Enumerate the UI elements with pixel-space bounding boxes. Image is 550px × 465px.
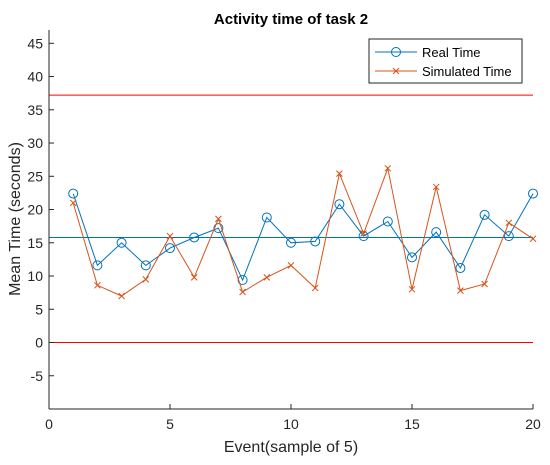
series-line: [72, 193, 534, 282]
chart-title: Activity time of task 2: [214, 11, 368, 28]
data-point: [213, 223, 224, 234]
data-point: [215, 215, 222, 223]
y-axis-label: Mean Time (seconds): [7, 142, 24, 296]
data-point: [142, 275, 150, 283]
legend-marker: [392, 67, 400, 75]
series-1: [68, 188, 538, 286]
y-tick-label: 40: [27, 69, 43, 85]
data-point: [528, 188, 538, 199]
y-tick-label: 5: [35, 301, 43, 317]
data-point: [336, 170, 343, 177]
legend-label: Real Time: [422, 45, 481, 60]
data-point: [69, 199, 77, 207]
data-point: [239, 288, 246, 296]
legend: Real Time Simulated Time: [368, 38, 523, 84]
series-layer: [68, 164, 538, 300]
data-point: [287, 262, 295, 269]
data-point: [481, 280, 488, 288]
y-tick-label: 35: [27, 102, 43, 118]
data-point: [505, 219, 513, 227]
x-tick-label: 15: [404, 416, 420, 432]
data-point: [92, 260, 103, 271]
y-tick-label: 15: [27, 235, 43, 251]
data-point: [529, 235, 537, 243]
data-point: [455, 263, 466, 274]
data-point: [382, 216, 393, 227]
data-point: [165, 243, 175, 254]
series-2: [69, 164, 537, 300]
data-point: [408, 285, 416, 293]
data-point: [431, 227, 442, 238]
data-point: [190, 273, 198, 281]
data-point: [311, 284, 319, 292]
data-point: [310, 236, 321, 247]
y-tick-label: -5: [31, 368, 44, 384]
data-point: [263, 273, 271, 281]
y-tick-label: 10: [27, 268, 43, 284]
data-point: [407, 252, 417, 263]
data-point: [116, 237, 127, 248]
reference-lines: [49, 94, 533, 344]
data-point: [432, 183, 440, 191]
data-point: [68, 188, 79, 199]
y-tick-label: 25: [27, 168, 43, 184]
data-point: [94, 281, 101, 289]
data-point: [140, 260, 151, 271]
data-point: [360, 230, 367, 237]
x-tick-label: 10: [283, 416, 299, 432]
x-tick-label: 0: [45, 416, 53, 432]
data-point: [286, 237, 296, 248]
y-tick-label: 45: [27, 35, 43, 51]
data-point: [503, 231, 514, 242]
data-point: [457, 287, 464, 294]
legend-box: [368, 38, 523, 84]
series-line: [72, 166, 534, 297]
data-point: [118, 292, 125, 300]
legend-marker: [391, 47, 401, 57]
data-point: [479, 209, 490, 220]
data-point: [384, 164, 392, 172]
data-point: [261, 212, 272, 223]
x-tick-label: 20: [525, 416, 541, 432]
y-tick-label: 0: [35, 335, 43, 351]
y-tick-label: 20: [27, 202, 43, 218]
axes: 0 5 10 15 20 -5 0 5 10 15 20 25 30 35 40 45: [27, 30, 541, 432]
data-point: [358, 231, 369, 242]
data-point: [334, 199, 345, 210]
x-tick-label: 5: [166, 416, 174, 432]
data-point: [189, 232, 200, 243]
y-tick-label: 30: [27, 135, 43, 151]
data-point: [237, 275, 248, 286]
data-point: [166, 232, 174, 240]
legend-label: Simulated Time: [422, 64, 512, 79]
x-axis-label: Event(sample of 5): [224, 439, 358, 456]
